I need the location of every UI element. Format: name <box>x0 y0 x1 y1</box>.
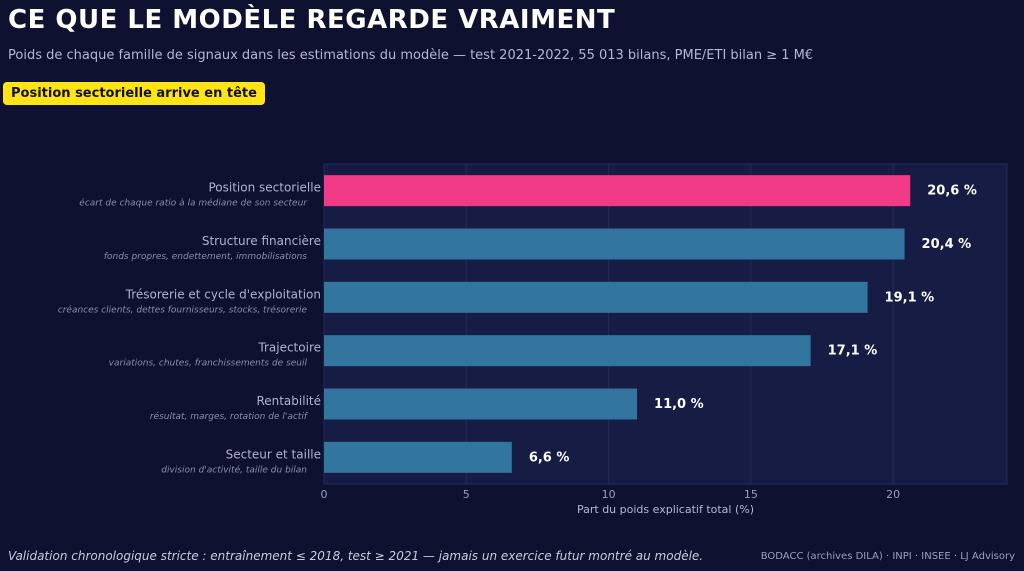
data-label: 6,6 % <box>529 450 570 465</box>
bar <box>324 281 868 313</box>
category-description: fonds propres, endettement, immobilisati… <box>104 252 307 262</box>
x-tick-label: 20 <box>886 488 900 501</box>
plot-area <box>323 163 1008 485</box>
data-label: 11,0 % <box>654 397 704 412</box>
category-label: Structure financière <box>202 234 321 248</box>
category-description: variations, chutes, franchissements de s… <box>109 359 308 369</box>
footer-note: Validation chronologique stricte : entra… <box>8 549 704 563</box>
data-label: 20,4 % <box>922 237 972 252</box>
page-title: CE QUE LE MODÈLE REGARDE VRAIMENT <box>8 5 616 35</box>
category-description: écart de chaque ratio à la médiane de so… <box>79 198 308 209</box>
category-label: Position sectorielle <box>208 181 321 195</box>
bar <box>324 228 905 260</box>
data-label: 20,6 % <box>927 184 977 199</box>
bar <box>324 441 512 473</box>
category-description: créances clients, dettes fournisseurs, s… <box>58 304 308 315</box>
category-description: division d'activité, taille du bilan <box>161 464 307 475</box>
bar <box>324 388 638 420</box>
x-tick-label: 0 <box>321 488 328 501</box>
bar <box>324 335 811 367</box>
bar <box>324 175 911 207</box>
x-axis-label: Part du poids explicatif total (%) <box>577 503 754 516</box>
highlight-badge: Position sectorielle arrive en tête <box>3 82 265 105</box>
category-label: Trésorerie et cycle d'exploitation <box>125 287 321 301</box>
data-label: 19,1 % <box>885 290 935 305</box>
x-tick-label: 10 <box>602 488 616 501</box>
x-tick-label: 15 <box>744 488 758 501</box>
page-subtitle: Poids de chaque famille de signaux dans … <box>8 48 814 63</box>
bar-chart: Position sectorielle écart de chaque rati… <box>58 163 1008 516</box>
category-label: Trajectoire <box>257 341 321 355</box>
footer-source: BODACC (archives DILA) · INPI · INSEE · … <box>760 551 1015 562</box>
category-label: Rentabilité <box>256 394 321 408</box>
category-label: Secteur et taille <box>226 447 321 461</box>
data-label: 17,1 % <box>828 344 878 359</box>
x-tick-label: 5 <box>463 488 470 501</box>
category-description: résultat, marges, rotation de l'actif <box>150 411 309 422</box>
